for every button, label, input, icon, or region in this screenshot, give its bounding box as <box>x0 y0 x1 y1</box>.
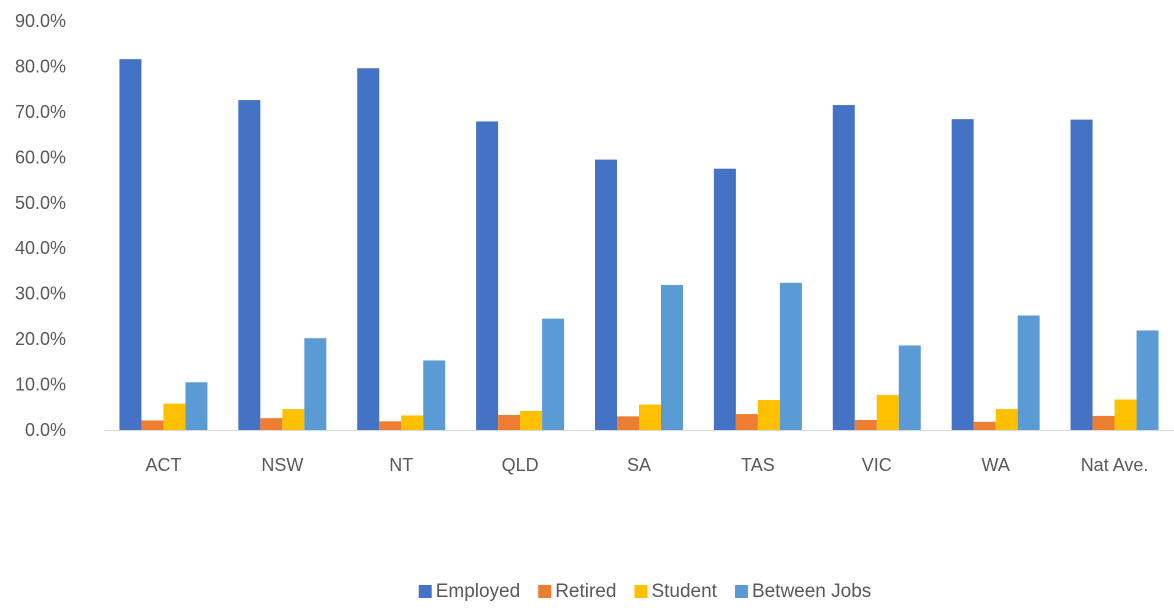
bar-between-jobs-act <box>185 382 208 430</box>
legend-label: Employed <box>436 581 521 602</box>
x-tick-label: VIC <box>862 455 892 475</box>
bar-employed-qld <box>476 121 499 430</box>
bars-group <box>119 59 1159 431</box>
legend: Employed Retired Student Between Jobs <box>418 581 871 602</box>
bar-student-tas <box>757 400 780 430</box>
y-tick-label: 90.0% <box>15 11 66 31</box>
bar-between-jobs-sa <box>661 285 683 430</box>
x-axis: ACT NSW NT QLD SA TAS VIC WA Nat Ave. <box>104 430 1174 475</box>
legend-item-between-jobs: Between Jobs <box>734 581 871 602</box>
x-tick-label: QLD <box>502 455 539 475</box>
bar-between-jobs-nsw <box>304 338 327 430</box>
y-tick-label: 30.0% <box>15 284 66 304</box>
bar-student-act <box>163 403 186 430</box>
bar-retired-qld <box>498 415 521 430</box>
bar-employed-natave <box>1070 119 1093 430</box>
legend-swatch <box>418 585 432 598</box>
bar-employed-nt <box>357 68 380 431</box>
bar-student-vic <box>876 395 899 430</box>
legend-label: Between Jobs <box>752 581 871 602</box>
y-tick-label: 60.0% <box>15 147 66 167</box>
legend-swatch <box>538 585 552 598</box>
bar-employed-act <box>119 59 142 430</box>
bar-retired-sa <box>617 416 639 430</box>
x-tick-label: NSW <box>261 455 303 475</box>
x-tick-label: TAS <box>741 455 775 475</box>
bar-retired-vic <box>854 420 877 430</box>
y-tick-label: 50.0% <box>15 193 66 213</box>
legend-label: Student <box>651 581 717 602</box>
bar-retired-nt <box>379 421 402 430</box>
bar-student-nt <box>401 415 424 430</box>
legend-item-employed: Employed <box>418 581 521 602</box>
x-tick-label: ACT <box>145 455 181 475</box>
bar-retired-nsw <box>260 418 283 430</box>
bar-retired-act <box>141 420 164 430</box>
legend-swatch <box>634 585 648 598</box>
y-tick-label: 0.0% <box>25 420 66 440</box>
legend-item-student: Student <box>634 581 718 602</box>
y-tick-label: 70.0% <box>15 102 66 122</box>
bar-employed-vic <box>832 105 855 431</box>
y-tick-label: 20.0% <box>15 329 66 349</box>
y-axis: 0.0% 10.0% 20.0% 30.0% 40.0% 50.0% 60.0% 70.0% 8… <box>15 11 66 440</box>
x-tick-label: WA <box>982 455 1010 475</box>
bar-employed-tas <box>713 168 736 430</box>
bar-retired-tas <box>735 414 758 430</box>
bar-between-jobs-vic <box>898 345 921 430</box>
bar-between-jobs-qld <box>542 318 565 430</box>
bar-retired-natave <box>1092 415 1115 430</box>
x-tick-label: SA <box>627 455 651 475</box>
bar-between-jobs-natave <box>1136 330 1159 430</box>
bar-student-sa <box>639 404 661 430</box>
legend-swatch <box>734 585 748 598</box>
bar-employed-nsw <box>238 100 261 430</box>
bar-student-qld <box>520 410 543 430</box>
bar-student-natave <box>1114 399 1137 430</box>
legend-label: Retired <box>555 581 616 602</box>
bar-between-jobs-nt <box>423 360 446 430</box>
x-tick-label: Nat Ave. <box>1081 455 1149 475</box>
y-tick-label: 80.0% <box>15 56 66 76</box>
y-tick-label: 40.0% <box>15 238 66 258</box>
bar-retired-wa <box>973 421 996 430</box>
bar-between-jobs-tas <box>779 282 802 430</box>
y-tick-label: 10.0% <box>15 375 66 395</box>
legend-item-retired: Retired <box>538 581 616 602</box>
x-tick-label: NT <box>389 455 413 475</box>
bar-employed-sa <box>595 159 617 430</box>
bar-student-nsw <box>282 409 305 430</box>
bar-employed-wa <box>951 119 974 430</box>
bar-between-jobs-wa <box>1017 315 1040 430</box>
bar-student-wa <box>995 409 1018 430</box>
